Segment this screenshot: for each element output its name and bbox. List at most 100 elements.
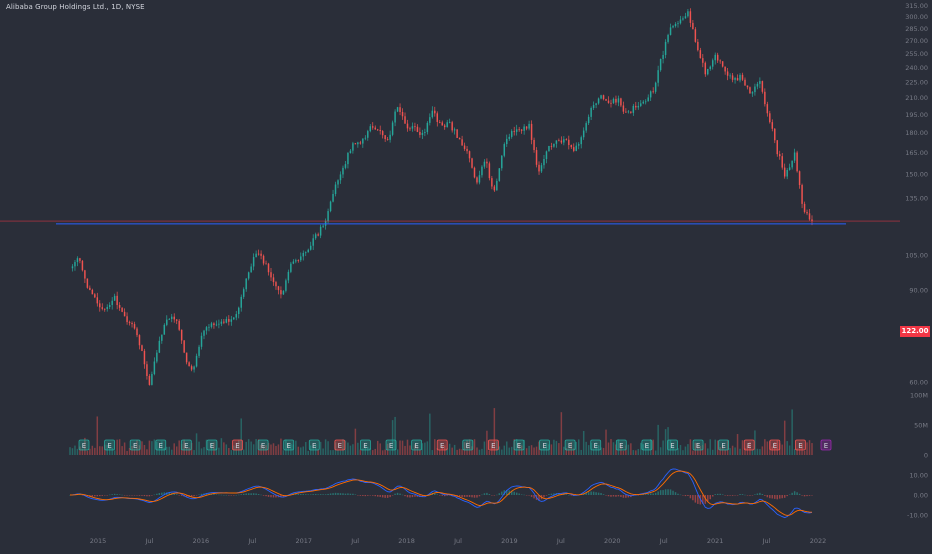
volume-bar [205,439,208,455]
earnings-label: E [798,442,802,450]
earnings-badge [308,439,320,451]
volume-bar [667,427,669,455]
volume-bar [602,447,605,455]
candle-body [711,60,714,67]
volume-bar [215,448,218,455]
time-tick-label: Jul [145,537,154,545]
candle-body [501,155,503,169]
candle-body [359,142,362,144]
volume-bar [627,444,630,455]
candle-body [573,147,575,151]
volume-bar [575,441,577,455]
volume-bar [146,449,148,455]
candle-body [287,271,290,281]
volume-bar [362,448,364,455]
candle-body [704,62,707,75]
macd-histogram-bar [640,494,642,496]
candle-body [523,126,525,131]
candle-body [796,152,798,172]
volume-bar [213,442,215,455]
volume-bar [783,420,786,455]
macd-histogram-bar [764,495,766,496]
candle-body [429,117,431,123]
volume-bar [354,428,357,455]
volume-bar [605,429,607,455]
macd-histogram-bar [563,493,565,495]
macd-histogram-bar [99,495,101,497]
volume-bar [649,439,652,455]
macd-line [69,468,813,519]
macd-histogram-bar [230,495,233,496]
candle-body [364,137,367,139]
volume-bar [756,448,759,455]
candle-body [339,174,342,181]
candle-body [677,23,679,25]
earnings-label: E [619,442,623,450]
volume-bar [421,443,424,455]
macd-histogram-bar [121,494,123,496]
volume-bar [607,442,610,455]
volume-bar [439,449,441,455]
volume-bar [277,444,280,455]
macd-histogram-bar [473,495,476,498]
macd-histogram-bar [233,495,235,496]
macd-histogram-bar [406,495,409,498]
macd-histogram-bar [265,495,267,497]
macd-histogram-bar [381,495,384,498]
volume-bar [483,441,486,455]
volume-bar [580,449,582,455]
macd-histogram-bar [697,495,699,504]
candle-body [322,225,324,227]
macd-histogram-bar [806,495,808,497]
volume-bar [285,439,287,455]
macd-histogram-bar [173,493,175,495]
macd-histogram-bar [156,493,158,495]
macd-histogram-bar [394,493,396,495]
macd-histogram-bar [468,495,471,497]
macd-histogram-bar [342,493,344,495]
candle-body [721,61,724,67]
macd-histogram-bar [652,493,654,495]
macd-histogram-bar [128,495,131,496]
candle-body [587,116,590,124]
volume-bar [724,449,726,455]
macd-histogram-bar [101,495,104,496]
candle-body [285,280,287,291]
macd-histogram-bar [463,495,466,498]
macd-histogram-bar [791,492,793,495]
macd-histogram-bar [240,494,242,495]
macd-histogram-bar [414,495,416,497]
volume-bar [731,445,734,455]
volume-bar [687,444,689,455]
macd-histogram-bar [756,493,759,495]
candle-body [778,154,781,157]
candle-body [190,366,193,370]
candle-body [136,328,138,336]
earnings-badge [641,439,653,451]
macd-histogram-bar [349,493,352,495]
macd-histogram-bar [108,494,111,496]
candle-body [188,362,190,367]
volume-bar [476,447,478,455]
macd-histogram-bar [200,493,203,495]
macd-histogram-bar [399,493,401,495]
volume-bar [156,441,158,455]
candle-body [461,139,463,146]
candle-body [389,134,391,140]
macd-histogram-bar [761,493,764,495]
volume-bar [287,443,290,455]
volume-bar [203,447,205,455]
macd-histogram-bar [503,490,506,495]
volume-bar [369,448,372,455]
macd-histogram-bar [126,495,128,496]
volume-bar [391,420,394,455]
macd-histogram-bar [682,495,684,496]
symbol-title: Alibaba Group Holdings Ltd., 1D, NYSE [6,3,145,11]
volume-bar [195,433,198,455]
volume-bar [478,449,481,455]
macd-histogram-bar [334,492,337,495]
earnings-marker: E [769,439,781,451]
volume-bar [344,440,347,455]
